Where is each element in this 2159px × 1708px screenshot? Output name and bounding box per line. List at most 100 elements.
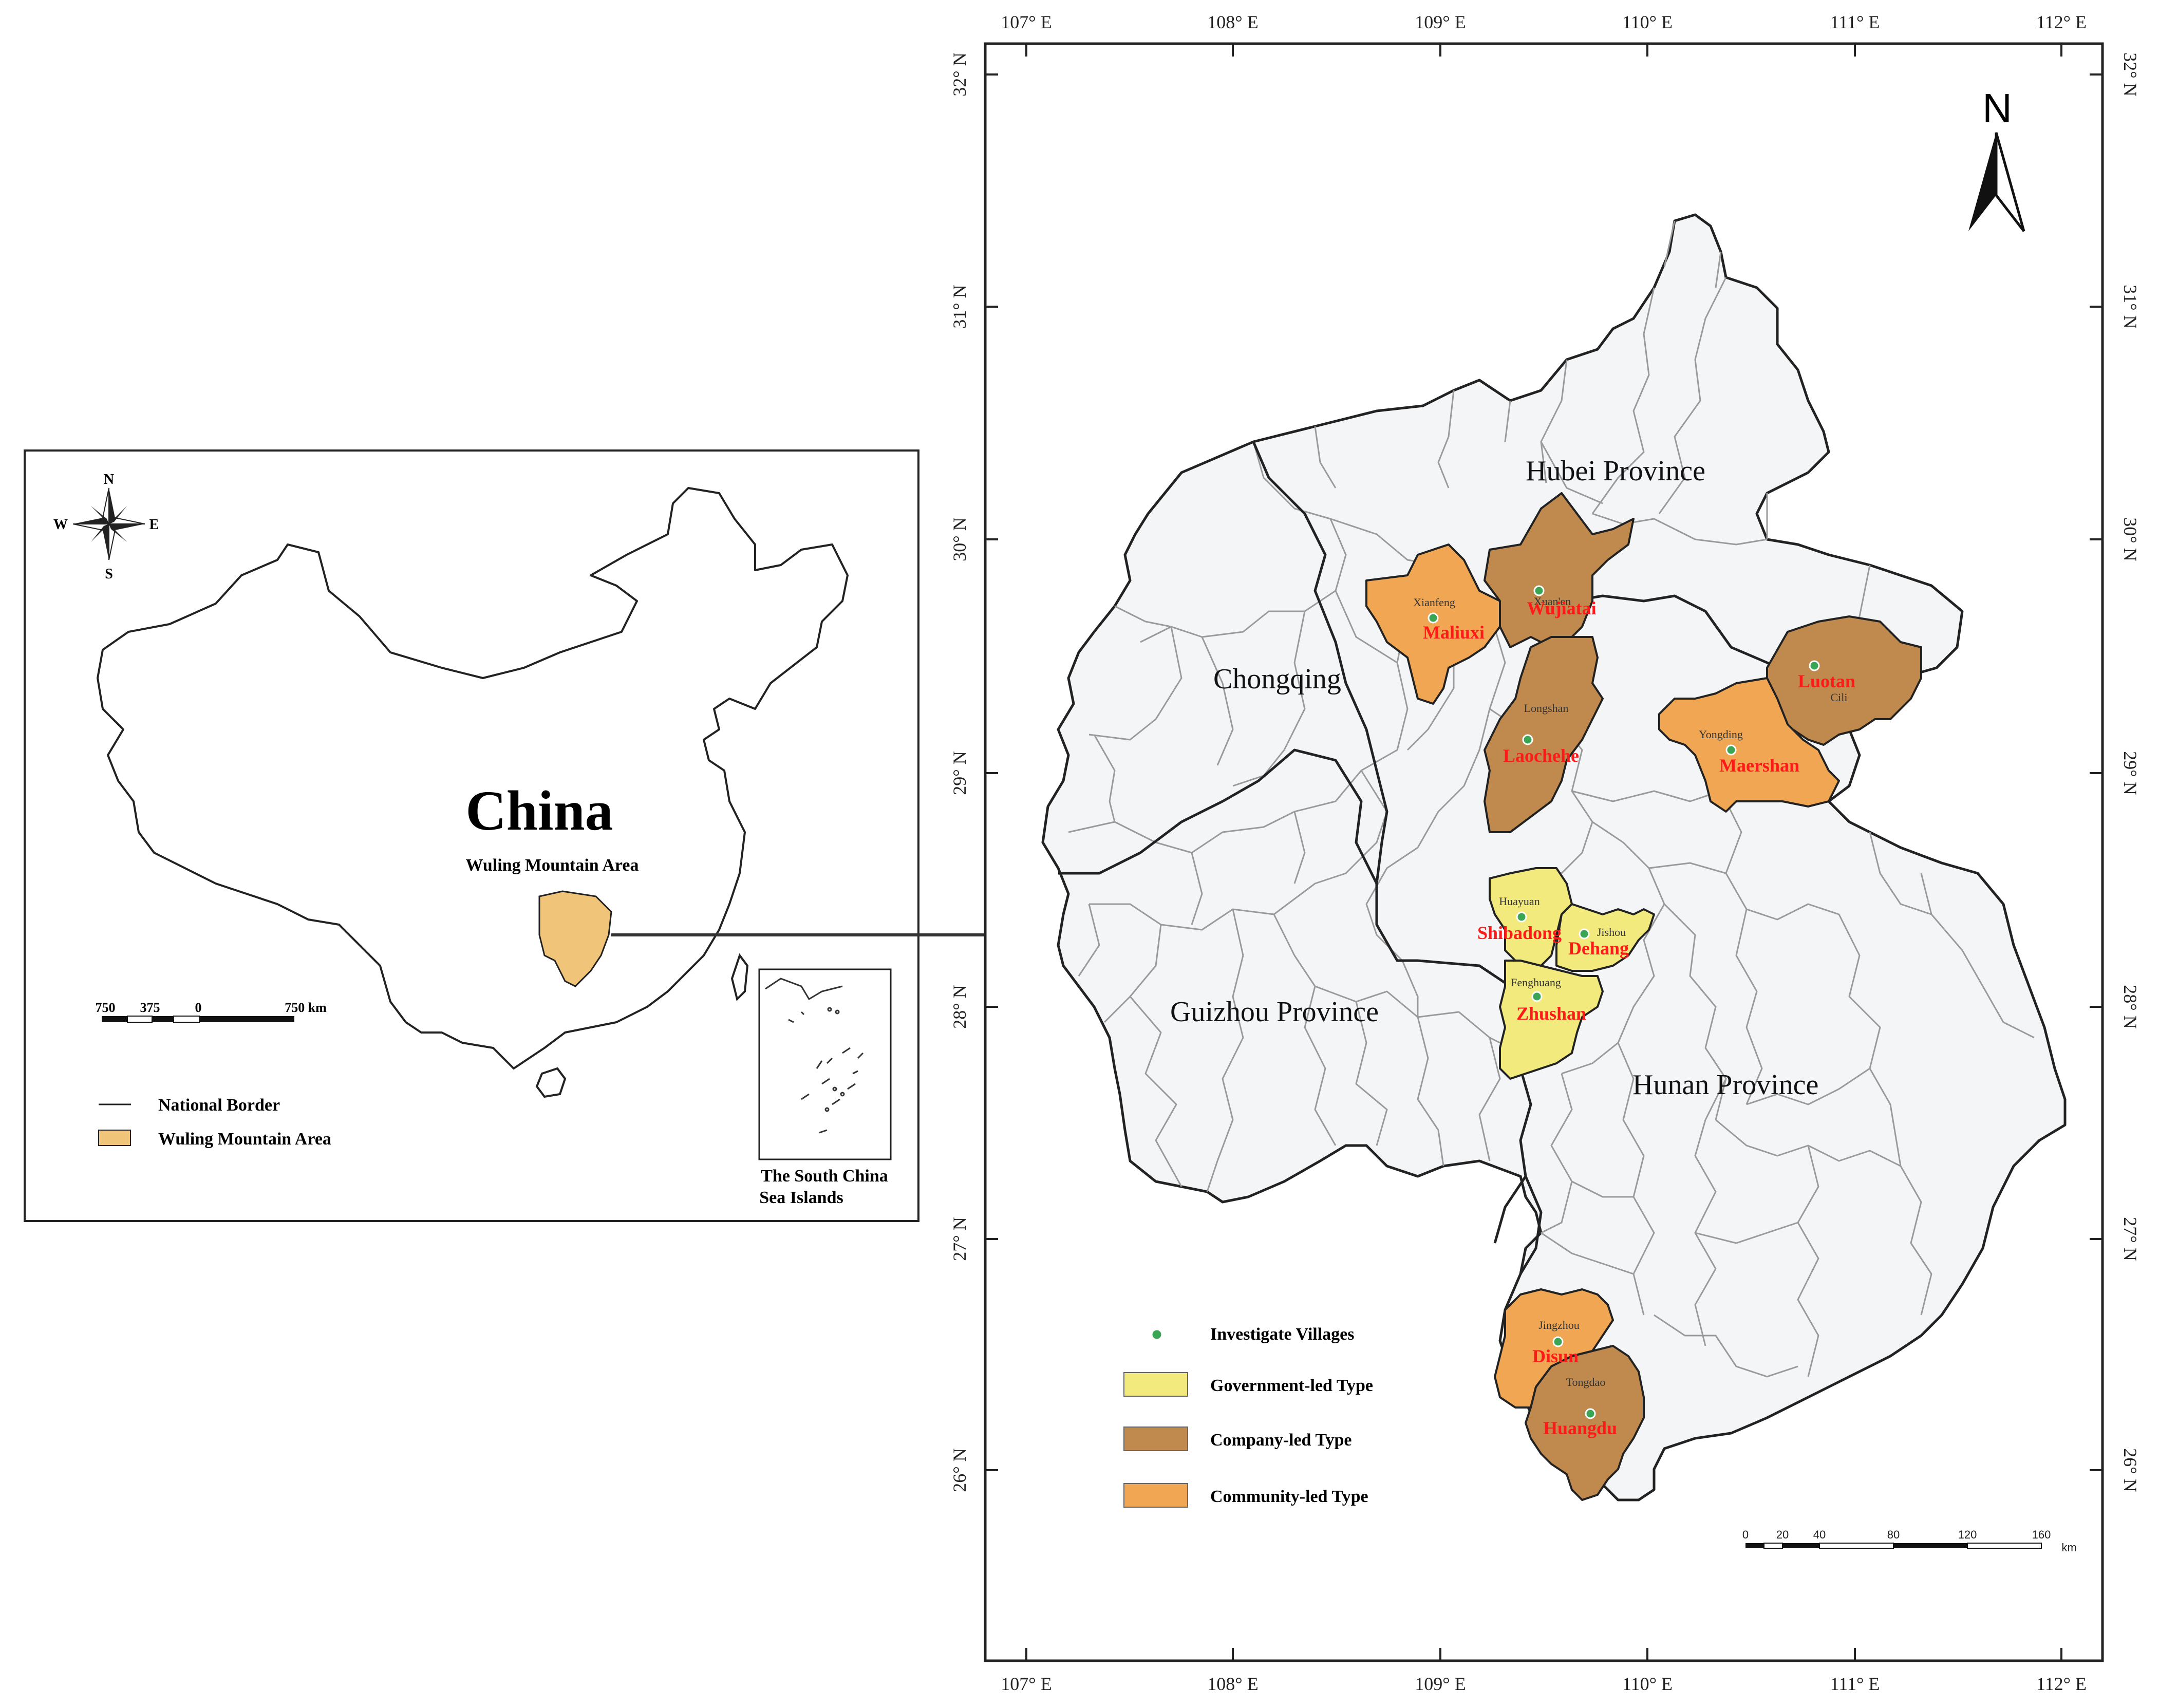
inset-subtitle: Wuling Mountain Area bbox=[466, 856, 639, 875]
village-point-wujiatai bbox=[1533, 585, 1545, 596]
lon-label-bottom-110: 110° E bbox=[1622, 1674, 1673, 1694]
compass-w-label: W bbox=[53, 517, 68, 533]
taiwan-island bbox=[730, 953, 749, 1001]
legend-wuling-swatch bbox=[98, 1130, 131, 1146]
lat-label-left-26: 26° N bbox=[949, 1448, 970, 1492]
village-points bbox=[1428, 585, 1820, 1419]
village-label-laochehe: Laochehe bbox=[1503, 745, 1579, 766]
lon-label-bottom-107: 107° E bbox=[1001, 1674, 1052, 1694]
region-label-guizhou: Guizhou Province bbox=[1170, 996, 1379, 1028]
county-label-yongding: Yongding bbox=[1699, 728, 1743, 741]
lat-label-right-31: 31° N bbox=[2120, 285, 2141, 328]
legend-company-swatch bbox=[1123, 1427, 1188, 1451]
village-point-shibadong bbox=[1516, 911, 1527, 923]
compass-s-label: S bbox=[105, 566, 113, 582]
main-legend: Investigate Villages Government-led Type… bbox=[1123, 1325, 1373, 1508]
inset-scale-label-750km: 750 km bbox=[285, 1000, 327, 1015]
lon-label-bottom-108: 108° E bbox=[1207, 1674, 1258, 1694]
compass-n-label: N bbox=[104, 472, 114, 487]
county-xianfeng bbox=[1365, 543, 1501, 705]
inset-scale-label-750a: 750 bbox=[96, 1000, 116, 1015]
scale-label-0: 0 bbox=[1742, 1528, 1749, 1541]
region-label-hubei: Hubei Province bbox=[1526, 455, 1705, 487]
county-label-jingzhou: Jingzhou bbox=[1538, 1319, 1579, 1331]
lon-label-top-110: 110° E bbox=[1622, 12, 1673, 32]
lon-label-top-112: 112° E bbox=[2036, 12, 2087, 32]
village-point-huangdu bbox=[1585, 1408, 1596, 1419]
china-outline bbox=[97, 487, 849, 1069]
lat-label-left-32: 32° N bbox=[949, 52, 970, 96]
hunan-west-boundary bbox=[1493, 1175, 1527, 1244]
lon-label-top-108: 108° E bbox=[1207, 12, 1258, 32]
compass-e-label: E bbox=[149, 517, 159, 533]
inset-scale-label-375: 375 bbox=[140, 1000, 160, 1015]
lon-label-top-111: 111° E bbox=[1830, 12, 1880, 32]
lat-tick-marks bbox=[985, 73, 2102, 1471]
region-label-hunan: Hunan Province bbox=[1632, 1069, 1818, 1101]
sea-islands-caption-1: The South China bbox=[761, 1167, 888, 1186]
village-point-zhushan bbox=[1531, 991, 1543, 1002]
sea-islands-marks bbox=[765, 978, 864, 1134]
village-label-disun: Disun bbox=[1532, 1346, 1579, 1366]
legend-village-point-icon bbox=[1151, 1328, 1163, 1341]
county-huayuan bbox=[1489, 867, 1573, 967]
lon-label-bottom-112: 112° E bbox=[2036, 1674, 2087, 1694]
scale-label-40: 40 bbox=[1813, 1528, 1826, 1541]
inset-wuling-area bbox=[538, 890, 612, 987]
lat-label-right-29: 29° N bbox=[2120, 751, 2141, 795]
inset-scale-bar bbox=[102, 1016, 294, 1023]
inset-title: China bbox=[465, 779, 613, 842]
village-point-maliuxi bbox=[1428, 612, 1439, 624]
lon-label-top-107: 107° E bbox=[1001, 12, 1052, 32]
county-label-cili: Cili bbox=[1830, 691, 1847, 704]
county-xuanen bbox=[1484, 492, 1635, 648]
lat-label-right-26: 26° N bbox=[2120, 1448, 2141, 1492]
county-label-jishou: Jishou bbox=[1597, 926, 1626, 939]
village-point-dehang bbox=[1579, 928, 1590, 940]
lat-label-left-30: 30° N bbox=[949, 517, 970, 561]
inset-scale-label-0: 0 bbox=[195, 1000, 202, 1015]
lat-label-left-27: 27° N bbox=[949, 1217, 970, 1261]
county-tongdao bbox=[1525, 1345, 1645, 1501]
compass-rose-icon bbox=[72, 487, 145, 560]
lat-label-left-28: 28° N bbox=[949, 985, 970, 1028]
county-label-tongdao: Tongdao bbox=[1566, 1376, 1606, 1388]
legend-government-swatch bbox=[1123, 1372, 1188, 1397]
region-label-chongqing: Chongqing bbox=[1213, 663, 1341, 695]
county-label-huayuan: Huayuan bbox=[1499, 895, 1540, 908]
scale-label-20: 20 bbox=[1776, 1528, 1789, 1541]
inset-panel: N S E W China Wuling Mountain Area 750 3… bbox=[24, 449, 919, 1222]
lat-label-left-31: 31° N bbox=[949, 285, 970, 328]
lon-label-top-109: 109° E bbox=[1415, 12, 1466, 32]
county-label-fenghuang: Fenghuang bbox=[1511, 976, 1561, 989]
county-fenghuang bbox=[1499, 960, 1604, 1080]
scale-label-160: 160 bbox=[2032, 1528, 2051, 1541]
village-label-zhushan: Zhushan bbox=[1516, 1003, 1586, 1024]
legend-company-label: Company-led Type bbox=[1210, 1431, 1352, 1450]
north-arrow-label: N bbox=[1982, 85, 2012, 131]
legend-wuling-label: Wuling Mountain Area bbox=[158, 1130, 331, 1149]
main-scale-bar bbox=[1745, 1543, 2042, 1549]
scale-unit-label: km bbox=[2061, 1541, 2076, 1554]
lat-label-right-27: 27° N bbox=[2120, 1217, 2141, 1261]
village-point-disun bbox=[1552, 1336, 1564, 1347]
legend-government-label: Government-led Type bbox=[1210, 1376, 1373, 1395]
village-label-huangdu: Huangdu bbox=[1543, 1418, 1617, 1438]
sea-islands-caption-2: Sea Islands bbox=[759, 1188, 843, 1207]
village-point-laochehe bbox=[1522, 734, 1533, 745]
lat-label-right-28: 28° N bbox=[2120, 985, 2141, 1028]
county-jishou bbox=[1555, 903, 1655, 972]
hainan-island bbox=[535, 1067, 567, 1098]
village-label-wujiatai: Wujiatai bbox=[1527, 598, 1596, 618]
guizhou-hunan-boundary bbox=[1417, 959, 1543, 1275]
lat-label-right-30: 30° N bbox=[2120, 517, 2141, 561]
lon-label-bottom-109: 109° E bbox=[1415, 1674, 1466, 1694]
wuling-area-base bbox=[1041, 213, 2067, 1501]
county-label-longshan: Longshan bbox=[1524, 702, 1569, 715]
village-point-maershan bbox=[1725, 744, 1737, 756]
scale-label-80: 80 bbox=[1887, 1528, 1900, 1541]
sea-islands-frame bbox=[758, 968, 892, 1160]
chongqing-guizhou-boundary bbox=[1058, 748, 1378, 885]
legend-community-swatch bbox=[1123, 1483, 1188, 1508]
legend-village-label: Investigate Villages bbox=[1210, 1325, 1354, 1344]
